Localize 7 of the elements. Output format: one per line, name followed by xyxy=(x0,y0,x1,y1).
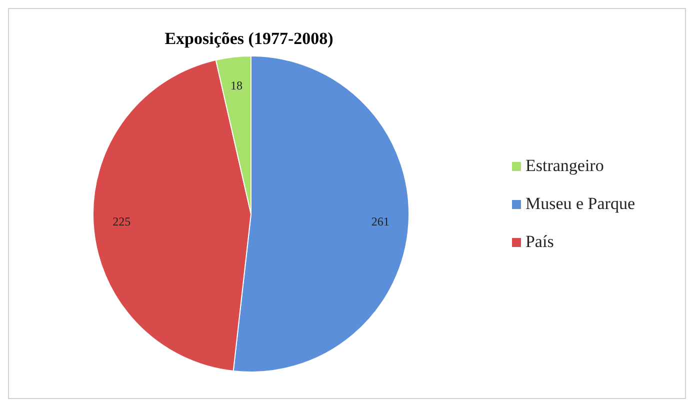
legend-label: Estrangeiro xyxy=(525,156,604,174)
legend-label: País xyxy=(525,232,554,250)
data-label: 261 xyxy=(371,214,390,228)
legend-label: Museu e Parque xyxy=(525,194,635,212)
data-label: 225 xyxy=(112,214,131,228)
data-label: 18 xyxy=(230,78,242,92)
chart-title: Exposições (1977-2008) xyxy=(164,29,334,49)
